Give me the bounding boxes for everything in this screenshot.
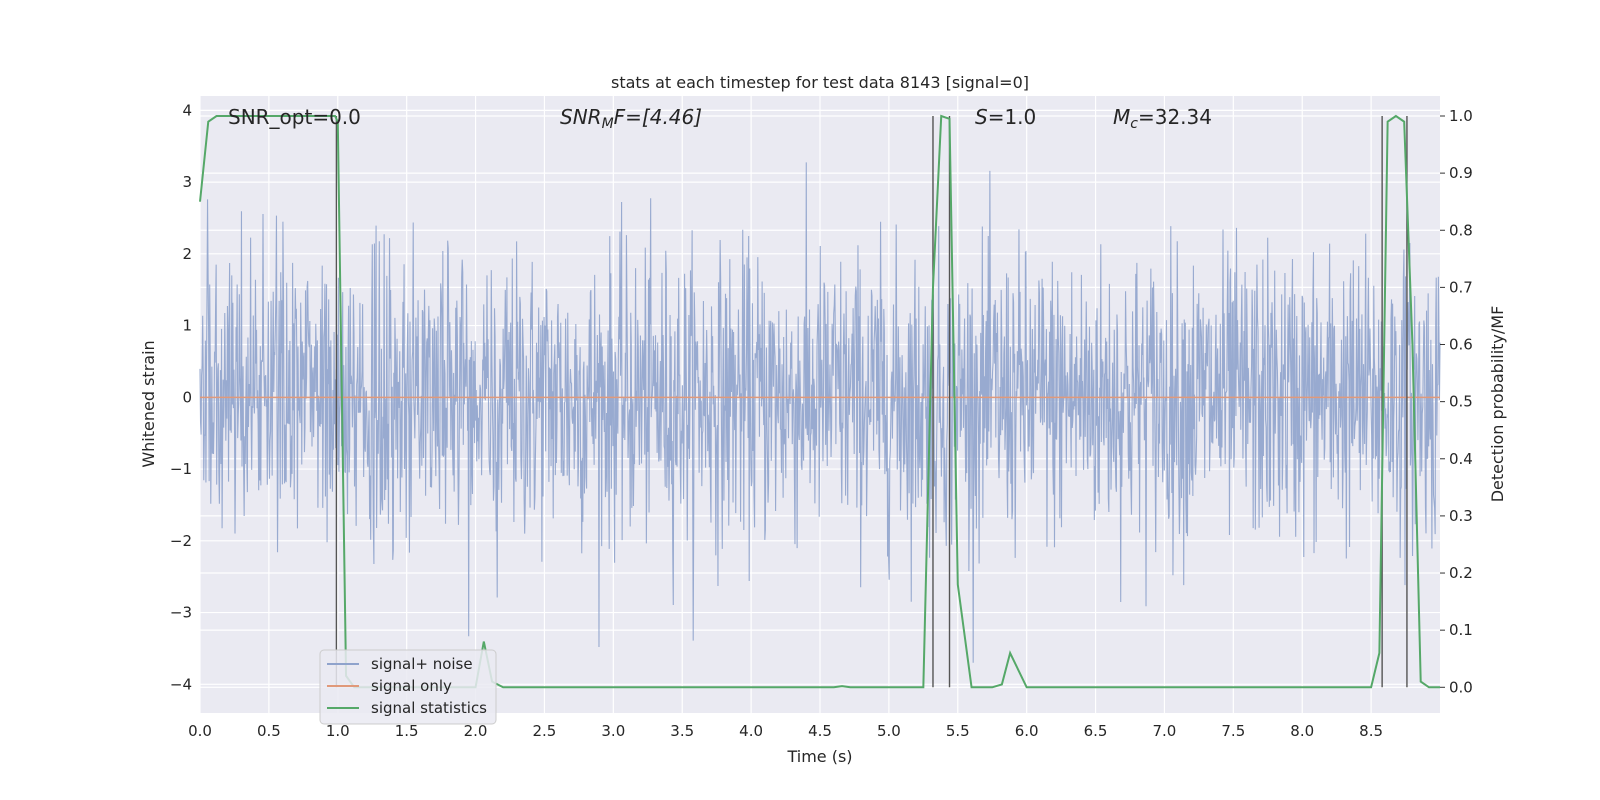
y-right-tick-label: 0.0: [1449, 678, 1473, 696]
y-left-tick-label: −3: [170, 604, 192, 622]
annotation-snr-opt: SNR_opt=0.0: [228, 105, 361, 129]
legend-label-signal-noise: signal+ noise: [371, 655, 473, 673]
annotation-snr-mf-symbol: SNR: [560, 105, 602, 129]
y-right-tick-label: 0.3: [1449, 507, 1473, 525]
annotation-mc-subscript: c: [1130, 116, 1138, 132]
x-tick-label: 6.0: [1015, 722, 1039, 740]
y-left-tick-label: 0: [182, 388, 192, 406]
x-tick-label: 3.0: [601, 722, 625, 740]
x-tick-label: 5.5: [946, 722, 970, 740]
legend-box: [319, 649, 497, 725]
chart-title: stats at each timestep for test data 814…: [611, 73, 1029, 92]
annotation-snr-mf-subscript: M: [602, 116, 614, 132]
x-tick-label: 8.0: [1290, 722, 1314, 740]
y-right-tick-label: 0.4: [1449, 450, 1473, 468]
y-right-tick-label: 0.9: [1449, 164, 1473, 182]
x-tick-label: 6.5: [1084, 722, 1108, 740]
x-tick-label: 5.0: [877, 722, 901, 740]
y-left-tick-label: −4: [170, 675, 192, 693]
series-line-signal-noise: [199, 162, 1441, 663]
y-right-tick-label: 0.8: [1449, 221, 1473, 239]
y-left-tick-label: −1: [170, 460, 192, 478]
y-right-tick-label: 0.7: [1449, 278, 1473, 296]
annotation-s-value: =1.0: [988, 105, 1037, 129]
annotation-mc-value: =32.34: [1138, 105, 1212, 129]
x-tick-label: 2.5: [533, 722, 557, 740]
y-right-tick-label: 0.1: [1449, 621, 1473, 639]
x-axis-label: Time (s): [786, 747, 852, 766]
x-tick-label: 0.0: [188, 722, 212, 740]
y-left-tick-label: 4: [182, 101, 192, 119]
x-tick-label: 2.0: [464, 722, 488, 740]
x-tick-label: 8.5: [1359, 722, 1383, 740]
y-right-tick-label: 0.5: [1449, 393, 1473, 411]
annotation-mc: Mc=32.34: [1113, 105, 1212, 132]
y-left-tick-label: 1: [182, 317, 192, 335]
x-tick-label: 4.0: [739, 722, 763, 740]
x-tick-label: 7.0: [1153, 722, 1177, 740]
y-axis-label-left: Whitened strain: [139, 340, 158, 467]
annotation-snr-mf: SNRMF=[4.46]: [560, 105, 702, 132]
annotation-s: S=1.0: [975, 105, 1036, 129]
annotation-s-symbol: S: [975, 105, 988, 129]
y-left-tick-label: −2: [170, 532, 192, 550]
vertical-markers: [335, 115, 1408, 688]
y-right-tick-label: 0.6: [1449, 336, 1473, 354]
signal-noise-series: [199, 162, 1441, 663]
x-tick-label: 3.5: [670, 722, 694, 740]
y-left-tick-label: 3: [182, 173, 192, 191]
legend: signal+ noise signal only signal statist…: [319, 649, 497, 725]
ticks: 0.0 0.5 1.0 1.5 2.0 2.5 3.0 3.5 4.0 4.5 5.0 5.5 6.0 6…: [170, 101, 1473, 740]
x-tick-label: 1.0: [326, 722, 350, 740]
annotation-mc-symbol: M: [1113, 105, 1130, 129]
legend-label-signal-statistics: signal statistics: [371, 699, 487, 717]
x-tick-label: 1.5: [395, 722, 419, 740]
legend-label-signal-only: signal only: [371, 677, 452, 695]
x-tick-label: 7.5: [1221, 722, 1245, 740]
x-tick-label: 0.5: [257, 722, 281, 740]
y-left-tick-label: 2: [182, 245, 192, 263]
x-tick-label: 4.5: [808, 722, 832, 740]
y-right-tick-label: 0.2: [1449, 564, 1473, 582]
y-axis-label-right: Detection probability/MF: [1488, 306, 1507, 503]
y-right-tick-label: 1.0: [1449, 107, 1473, 125]
annotation-snr-mf-value: F=[4.46]: [614, 105, 702, 129]
